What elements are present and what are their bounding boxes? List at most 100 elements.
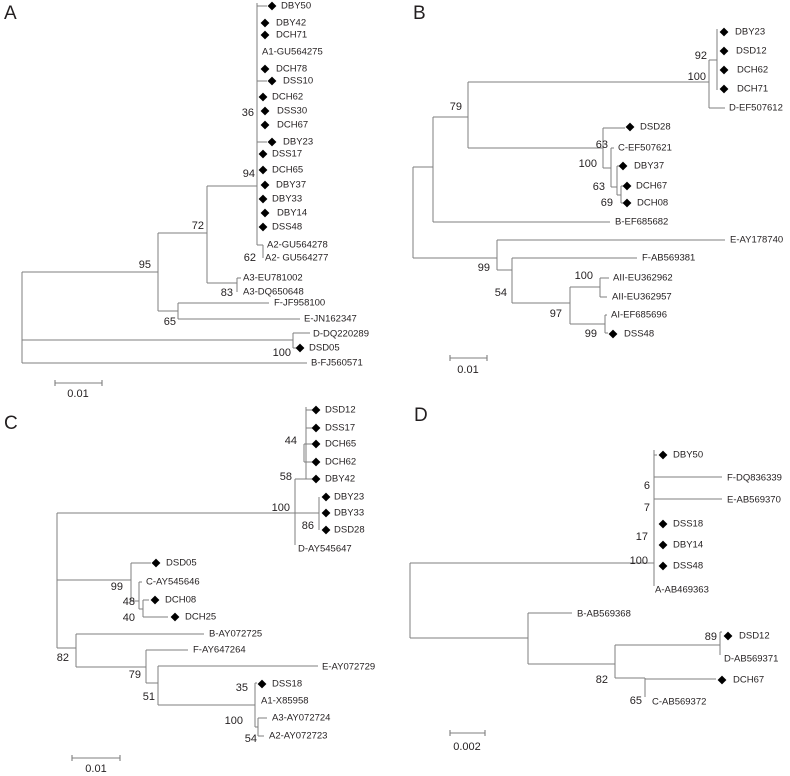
- taxon-diamond-icon: [311, 457, 321, 467]
- panel-letter-D: D: [414, 405, 428, 426]
- taxon-label: A3-AY072724: [272, 713, 330, 724]
- bootstrap-value: 44: [285, 435, 297, 447]
- taxon-label: DSD12: [325, 405, 356, 416]
- taxon-label: AII-EU362962: [613, 273, 673, 284]
- taxon-label: DSD05: [309, 343, 340, 354]
- taxon-label: DBY33: [334, 508, 364, 519]
- bootstrap-value: 6: [644, 480, 650, 492]
- taxon-label: F-JF958100: [274, 298, 325, 309]
- taxon-label: DSD12: [736, 46, 767, 57]
- taxon-label: AI-EF685696: [611, 310, 667, 321]
- taxon-diamond-icon: [719, 84, 729, 94]
- taxon-diamond-icon: [658, 561, 668, 571]
- taxon-diamond-icon: [267, 137, 277, 147]
- taxon-diamond-icon: [321, 492, 331, 502]
- bootstrap-value: 92: [695, 50, 707, 62]
- taxon-label: DSS30: [277, 106, 307, 117]
- bootstrap-value: 100: [273, 347, 291, 359]
- bootstrap-value: 83: [221, 287, 233, 299]
- bootstrap-value: 79: [129, 669, 141, 681]
- taxon-label: A3-DQ650648: [243, 287, 304, 298]
- scale-bar-label: 0.01: [67, 388, 88, 400]
- bootstrap-value: 7: [644, 502, 650, 514]
- taxon-label: C-AY545646: [146, 577, 200, 588]
- bootstrap-value: 82: [596, 674, 608, 686]
- taxon-label: D-AY545647: [298, 544, 352, 555]
- bootstrap-value: 54: [495, 287, 507, 299]
- taxon-diamond-icon: [658, 450, 668, 460]
- taxon-label: DCH67: [733, 675, 764, 686]
- taxon-label: DBY14: [673, 540, 703, 551]
- bootstrap-value: 65: [630, 695, 642, 707]
- bootstrap-value: 62: [244, 252, 256, 264]
- taxon-diamond-icon: [719, 27, 729, 37]
- bootstrap-value: 17: [636, 531, 648, 543]
- taxon-label: DSS18: [272, 679, 302, 690]
- panel-letter-A: A: [4, 3, 17, 24]
- taxon-label: DSD28: [640, 122, 671, 133]
- tree-panel-B: B DBY23 DSD12 DCH62 DCH71 D-EF507612 DSD28 C-EF…: [412, 3, 783, 376]
- panel-letter-B: B: [413, 3, 426, 24]
- bootstrap-value: 100: [688, 71, 706, 83]
- taxon-label: DCH62: [325, 457, 356, 468]
- bootstrap-value: 63: [596, 139, 608, 151]
- taxon-label: DBY42: [325, 474, 355, 485]
- taxon-label: DCH71: [737, 84, 768, 95]
- taxon-diamond-icon: [717, 675, 727, 685]
- taxon-label: B-AY072725: [209, 629, 262, 640]
- bootstrap-value: 69: [601, 197, 613, 209]
- tree-panel-D: D DBY50 F-DQ836339 E-AB569370 DSS18 DBY14 DSS4…: [409, 405, 782, 753]
- bootstrap-value: 99: [111, 581, 123, 593]
- taxon-diamond-icon: [260, 180, 270, 190]
- bootstrap-value: 94: [243, 168, 255, 180]
- taxon-diamond-icon: [267, 1, 277, 11]
- panel-letter-C: C: [4, 413, 18, 434]
- taxon-label: DBY14: [277, 208, 307, 219]
- scale-bar-label: 0.01: [85, 763, 106, 775]
- taxon-label: DSS17: [325, 423, 355, 434]
- taxon-label: D-DQ220289: [313, 329, 369, 340]
- bootstrap-value: 79: [450, 101, 462, 113]
- taxon-label: DBY23: [735, 27, 765, 38]
- taxon-diamond-icon: [258, 222, 268, 232]
- taxon-label: F-AB569381: [642, 253, 695, 264]
- taxon-label: DCH25: [185, 612, 216, 623]
- taxon-label: E-AY072729: [322, 662, 375, 673]
- bootstrap-value: 51: [143, 691, 155, 703]
- taxon-diamond-icon: [723, 631, 733, 641]
- taxon-diamond-icon: [311, 423, 321, 433]
- taxon-diamond-icon: [260, 208, 270, 218]
- bootstrap-value: 63: [593, 181, 605, 193]
- taxon-label: DSS17: [272, 149, 302, 160]
- taxon-diamond-icon: [658, 519, 668, 529]
- taxon-label: D-AB569371: [724, 654, 778, 665]
- taxon-label: A1-GU564275: [262, 47, 323, 58]
- taxon-label: DCH65: [325, 439, 356, 450]
- taxon-label: DSD28: [334, 525, 365, 536]
- taxon-diamond-icon: [260, 120, 270, 130]
- taxon-diamond-icon: [260, 106, 270, 116]
- taxon-diamond-icon: [258, 165, 268, 175]
- taxon-diamond-icon: [321, 508, 331, 518]
- taxon-label: DCH71: [276, 30, 307, 41]
- taxon-diamond-icon: [618, 161, 628, 171]
- scale-bar-label: 0.002: [453, 741, 481, 753]
- taxon-diamond-icon: [311, 439, 321, 449]
- taxon-diamond-icon: [625, 122, 635, 132]
- taxon-label: B-FJ560571: [311, 358, 363, 369]
- taxon-label: A3-EU781002: [243, 273, 303, 284]
- bootstrap-value: 65: [164, 316, 176, 328]
- taxon-label: DBY23: [334, 492, 364, 503]
- taxon-diamond-icon: [260, 64, 270, 74]
- bootstrap-value: 99: [478, 262, 490, 274]
- bootstrap-value: 48: [123, 596, 135, 608]
- taxon-label: DSD12: [739, 631, 770, 642]
- taxon-label: A2- GU564277: [265, 253, 328, 264]
- taxon-diamond-icon: [719, 65, 729, 75]
- taxon-label: B-AB569368: [577, 609, 631, 620]
- taxon-diamond-icon: [622, 198, 632, 208]
- taxon-diamond-icon: [311, 405, 321, 415]
- taxon-label: A1-X85958: [261, 696, 309, 707]
- taxon-label: DBY37: [276, 180, 306, 191]
